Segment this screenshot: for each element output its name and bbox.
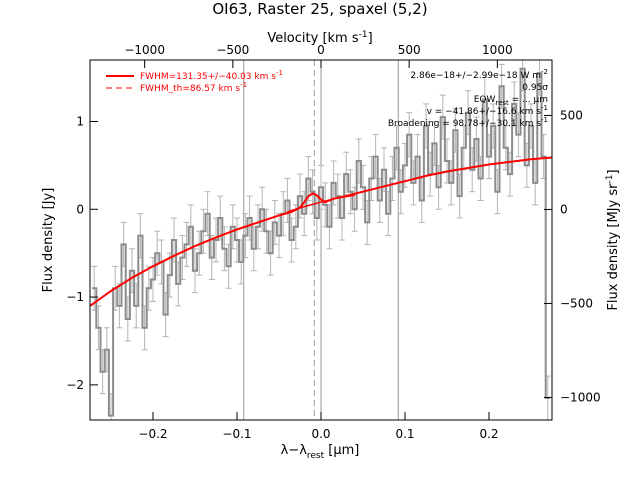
observed-spectrum-line <box>92 67 550 417</box>
top-tick-label-2: 0 <box>317 43 325 57</box>
fit-annotations: 2.86e−18+/−2.99e−18 W m-2 0.95σ EQWrest … <box>388 68 548 129</box>
top-tick-label-0: −1000 <box>124 43 165 57</box>
legend-fwhm-th-label: FWHM_th=86.57 km s-1 <box>140 81 247 94</box>
bottom-axis-ticks: −0.2 −0.1 0.0 0.1 0.2 <box>138 412 499 441</box>
annotation-broadening: Broadening = 98.78+/−30.1 km s-1 <box>388 116 548 129</box>
legend: FWHM=131.35+/−40.03 km s-1 FWHM_th=86.57… <box>106 69 283 94</box>
bottom-tick-label-1: −0.1 <box>222 427 251 441</box>
right-tick-label-1: −500 <box>560 296 593 310</box>
top-axis-ticks: −1000 −500 0 500 1000 <box>124 43 513 68</box>
left-tick-label-1: −1 <box>66 290 84 304</box>
fit-model-line <box>89 156 553 307</box>
right-axis-label: Flux density [MJy sr-1] <box>605 169 621 310</box>
chart-title: OI63, Raster 25, spaxel (5,2) <box>212 0 427 18</box>
top-tick-label-4: 1000 <box>482 43 513 57</box>
annotation-velocity: v = −41.86+/−16.6 km s-1 <box>427 104 548 117</box>
right-tick-label-3: 500 <box>560 108 583 122</box>
left-tick-label-2: 0 <box>76 202 84 216</box>
annotation-line-flux: 2.86e−18+/−2.99e−18 W m-2 <box>410 68 548 81</box>
left-tick-label-3: 1 <box>76 114 84 128</box>
annotation-eqw: EQWrest = ... μm <box>474 95 548 107</box>
right-axis-ticks: −1000 −500 0 500 <box>544 108 601 404</box>
right-tick-label-2: 0 <box>560 202 568 216</box>
bottom-tick-label-4: 0.2 <box>479 427 498 441</box>
bottom-tick-label-0: −0.2 <box>138 427 167 441</box>
bottom-tick-label-3: 0.1 <box>395 427 414 441</box>
left-axis-ticks: −2 −1 0 1 <box>66 114 98 392</box>
left-tick-label-0: −2 <box>66 378 84 392</box>
bottom-tick-label-2: 0.0 <box>311 427 330 441</box>
top-tick-label-1: −500 <box>216 43 249 57</box>
annotation-significance: 0.95σ <box>522 83 548 93</box>
top-axis-label: Velocity [km s-1] <box>267 30 372 46</box>
x-axis-label: λ−λrest [μm] <box>281 443 360 461</box>
y-axis-label: Flux density [Jy] <box>41 188 56 293</box>
top-tick-label-3: 500 <box>398 43 421 57</box>
legend-fwhm-label: FWHM=131.35+/−40.03 km s-1 <box>140 69 283 82</box>
right-tick-label-0: −1000 <box>560 390 601 404</box>
